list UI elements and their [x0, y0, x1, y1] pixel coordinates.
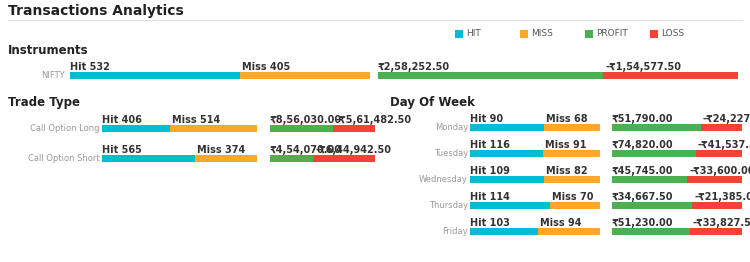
Text: Hit 103: Hit 103 [470, 218, 510, 228]
Text: -₹21,385.00: -₹21,385.00 [694, 192, 750, 202]
Bar [102, 125, 170, 132]
Text: ₹74,820.00: ₹74,820.00 [612, 140, 674, 150]
Bar [538, 228, 600, 235]
Text: ₹45,745.00: ₹45,745.00 [612, 166, 674, 176]
Bar [687, 176, 742, 183]
Bar [544, 176, 600, 183]
Bar [195, 155, 257, 162]
Text: Miss 68: Miss 68 [546, 114, 588, 124]
Text: Hit 109: Hit 109 [470, 166, 510, 176]
Text: Miss 70: Miss 70 [553, 192, 594, 202]
Bar [612, 150, 695, 157]
Text: Call Option Long: Call Option Long [31, 124, 100, 133]
Text: Miss 94: Miss 94 [540, 218, 581, 228]
Text: Transactions Analytics: Transactions Analytics [8, 4, 184, 18]
Text: Miss 405: Miss 405 [242, 62, 291, 72]
Bar [70, 72, 241, 79]
Bar [690, 228, 742, 235]
Bar [612, 124, 701, 131]
Text: NIFTY: NIFTY [41, 71, 65, 80]
Bar [700, 124, 742, 131]
Text: -₹1,54,577.50: -₹1,54,577.50 [605, 62, 681, 72]
Text: Monday: Monday [435, 123, 468, 132]
Text: Thursday: Thursday [429, 201, 468, 210]
Bar [270, 155, 314, 162]
Text: ₹51,230.00: ₹51,230.00 [612, 218, 674, 228]
Text: Day Of Week: Day Of Week [390, 96, 475, 109]
Text: Trade Type: Trade Type [8, 96, 80, 109]
Bar [470, 150, 543, 157]
Bar [544, 124, 600, 131]
Text: ₹34,667.50: ₹34,667.50 [612, 192, 674, 202]
Text: Wednesday: Wednesday [419, 175, 468, 184]
Text: Call Option Short: Call Option Short [28, 154, 100, 163]
Bar [603, 72, 738, 79]
Text: Hit 114: Hit 114 [470, 192, 510, 202]
Bar [102, 155, 195, 162]
Text: -₹33,827.50: -₹33,827.50 [692, 218, 750, 228]
Bar [520, 30, 528, 38]
Bar [241, 72, 370, 79]
Text: Miss 82: Miss 82 [546, 166, 588, 176]
Bar [470, 124, 544, 131]
Bar [170, 125, 257, 132]
Text: -₹41,537.50: -₹41,537.50 [698, 140, 750, 150]
Text: Miss 374: Miss 374 [197, 145, 245, 155]
Text: Hit 532: Hit 532 [70, 62, 110, 72]
Bar [612, 228, 690, 235]
Bar [692, 202, 742, 209]
Bar [378, 72, 603, 79]
Text: -₹6,44,942.50: -₹6,44,942.50 [315, 145, 392, 155]
Bar [550, 202, 600, 209]
Text: ₹8,56,030.00: ₹8,56,030.00 [270, 115, 342, 125]
Text: ₹51,790.00: ₹51,790.00 [612, 114, 674, 124]
Bar [470, 228, 538, 235]
Bar [334, 125, 375, 132]
Bar [612, 176, 687, 183]
Text: MISS: MISS [531, 29, 553, 38]
Text: Tuesday: Tuesday [433, 149, 468, 158]
Bar [585, 30, 593, 38]
Text: Hit 406: Hit 406 [102, 115, 142, 125]
Text: LOSS: LOSS [661, 29, 684, 38]
Text: Miss 91: Miss 91 [544, 140, 586, 150]
Bar [470, 202, 550, 209]
Text: HIT: HIT [466, 29, 481, 38]
Bar [650, 30, 658, 38]
Text: ₹2,58,252.50: ₹2,58,252.50 [378, 62, 450, 72]
Text: Instruments: Instruments [8, 44, 88, 57]
Text: Hit 116: Hit 116 [470, 140, 510, 150]
Bar [270, 125, 334, 132]
Text: Friday: Friday [442, 227, 468, 236]
Bar [455, 30, 463, 38]
Text: -₹5,61,482.50: -₹5,61,482.50 [335, 115, 412, 125]
Text: -₹24,227.50: -₹24,227.50 [703, 114, 750, 124]
Text: PROFIT: PROFIT [596, 29, 628, 38]
Text: -₹33,600.00: -₹33,600.00 [689, 166, 750, 176]
Bar [314, 155, 375, 162]
Bar [470, 176, 544, 183]
Text: Hit 90: Hit 90 [470, 114, 503, 124]
Bar [543, 150, 600, 157]
Text: Hit 565: Hit 565 [102, 145, 142, 155]
Bar [612, 202, 692, 209]
Text: ₹4,54,070.00: ₹4,54,070.00 [270, 145, 342, 155]
Text: Miss 514: Miss 514 [172, 115, 220, 125]
Bar [695, 150, 742, 157]
